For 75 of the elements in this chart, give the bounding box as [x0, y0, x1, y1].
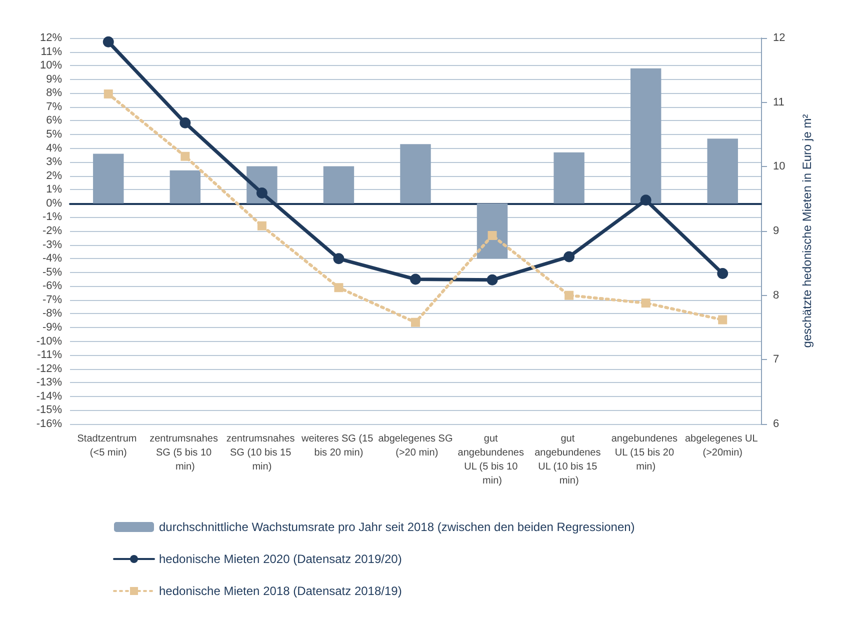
legend-label: durchschnittliche Wachstumsrate pro Jahr seit 2018 (zwischen den beiden Regressionen) [159, 520, 635, 534]
y-tick-label: -6% [42, 280, 62, 292]
point [488, 231, 497, 240]
x-tick-label: weiteres SG (15 bis 20 min) [300, 434, 376, 458]
y-tick-label: 9% [46, 73, 62, 86]
bar [93, 154, 124, 204]
y-tick-label: 6% [46, 114, 62, 127]
y2-tick-label: 7 [773, 354, 780, 366]
y-tick-label: 0% [46, 197, 62, 210]
x-tick-label: gut angebundenes UL (5 bis 10 min) [458, 434, 527, 486]
point [180, 152, 190, 161]
point [256, 188, 268, 199]
x-tick-label: zentrumsnahes SG (10 bis 15 min) [226, 434, 298, 472]
y2-tick-label: 8 [773, 289, 780, 302]
y-tick-label: 8% [46, 87, 62, 100]
point [564, 290, 574, 300]
y2-tick-label: 12 [773, 32, 786, 44]
y-tick-label: -7% [42, 294, 62, 306]
y-tick-label: -9% [42, 322, 62, 334]
y2-tick-label: 10 [773, 160, 786, 173]
point [718, 315, 728, 324]
y2-tick-label: 11 [773, 96, 784, 108]
point [102, 36, 114, 48]
point [180, 117, 191, 128]
x-tick-label: abgelegenes UL (>20min) [684, 434, 760, 458]
y-tick-label: -3% [42, 238, 62, 251]
y-tick-label: 5% [46, 128, 62, 140]
x-tick-label: angebundenes UL (15 bis 20 min) [611, 434, 680, 472]
y2-tick-label: 9 [773, 225, 780, 237]
bar [707, 138, 738, 204]
legend-label: hedonische Mieten 2020 (Datensatz 2019/20) [159, 552, 402, 566]
point [641, 298, 650, 308]
point [334, 283, 344, 292]
x-tick-label: Stadtzentrum (<5 min) [77, 434, 140, 458]
point [104, 89, 113, 98]
x-tick-label: zentrumsnahes SG (5 bis 10 min) [150, 434, 221, 472]
point [333, 253, 344, 264]
bar [170, 170, 201, 204]
y-tick-label: -2% [42, 225, 62, 237]
y-tick-label: -4% [42, 252, 62, 265]
y-tick-label: -10% [36, 335, 62, 348]
legend-label: hedonische Mieten 2018 (Datensatz 2018/19) [159, 584, 402, 598]
y-tick-label: 10% [40, 60, 62, 72]
point [564, 251, 575, 262]
point [410, 274, 421, 285]
y-tick-label: -12% [36, 362, 62, 375]
y-tick-label: -1% [42, 211, 62, 224]
y-tick-label: -5% [42, 266, 62, 278]
y2-axis-title: geschätzte hedonische Mieten in Euro je m² [800, 114, 814, 348]
point [640, 194, 652, 206]
y-tick-label: -11% [37, 349, 62, 362]
bar [323, 166, 354, 204]
x-tick-label: abgelegenes SG (>20 min) [378, 434, 453, 458]
y-tick-label: -8% [42, 308, 62, 320]
y-tick-label: -16% [36, 418, 62, 430]
point [257, 221, 266, 230]
y-tick-label: 12% [40, 32, 62, 44]
x-tick-label: gut angebundenes UL (10 bis 15 min) [534, 434, 604, 486]
y-tick-label: 7% [46, 100, 62, 113]
bar [630, 68, 662, 204]
y-tick-label: -13% [36, 376, 62, 389]
point [486, 274, 498, 286]
y2-tick-label: 6 [773, 418, 780, 430]
y-tick-label: -15% [36, 404, 62, 416]
y-tick-label: 4% [46, 142, 62, 154]
y-tick-label: 1% [46, 184, 62, 196]
y-tick-label: 11% [40, 46, 62, 58]
point [411, 318, 420, 327]
bar [476, 203, 508, 259]
y-tick-label: -14% [36, 390, 62, 402]
bar [554, 152, 584, 204]
y-tick-label: 3% [46, 156, 62, 168]
point [717, 268, 728, 279]
y-tick-label: 2% [46, 170, 62, 182]
bar [400, 144, 431, 204]
